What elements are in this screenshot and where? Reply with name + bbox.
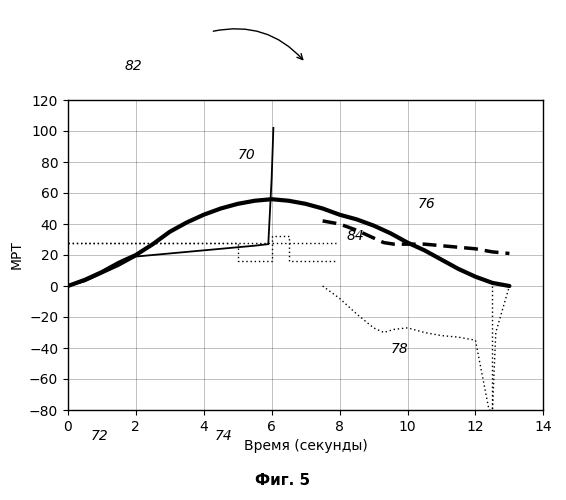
Text: 84: 84 bbox=[346, 228, 364, 242]
Text: Фиг. 5: Фиг. 5 bbox=[255, 473, 311, 488]
Y-axis label: МРТ: МРТ bbox=[10, 240, 23, 270]
X-axis label: Время (секунды): Время (секунды) bbox=[244, 440, 367, 454]
Text: 82: 82 bbox=[125, 59, 142, 73]
Text: 72: 72 bbox=[91, 429, 108, 443]
Text: 78: 78 bbox=[391, 342, 408, 355]
Text: 70: 70 bbox=[238, 148, 255, 162]
Text: 76: 76 bbox=[418, 198, 435, 211]
Text: 74: 74 bbox=[215, 429, 233, 443]
